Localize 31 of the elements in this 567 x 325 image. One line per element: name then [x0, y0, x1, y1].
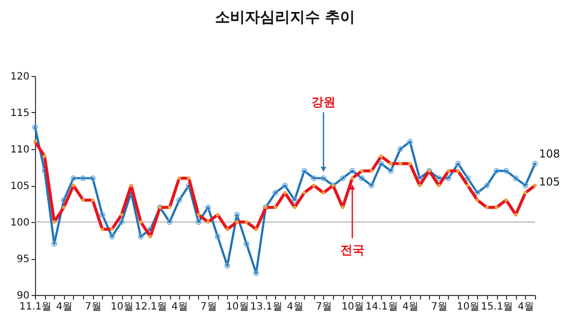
x-tick-label: 15.1월 — [480, 302, 514, 312]
y-tick-label: 95 — [16, 254, 30, 265]
y-tick-label: 120 — [10, 72, 30, 82]
x-tick-label: 10월 — [456, 302, 480, 312]
x-tick-label: 10월 — [110, 302, 134, 312]
x-tick-label: 10월 — [226, 302, 249, 312]
line-series — [33, 140, 537, 238]
text: 강원 — [311, 95, 336, 110]
y-tick-label: 90 — [16, 290, 30, 302]
data-label: 105 — [539, 176, 560, 188]
x-tick-label: 7월 — [85, 302, 102, 312]
x-tick-label: 4월 — [172, 302, 188, 312]
x-tick-label: 11.1월 — [19, 302, 52, 312]
y-tick-label: 110 — [10, 144, 30, 156]
text: 전국 — [340, 243, 364, 258]
y-tick-label: 115 — [10, 108, 30, 119]
x-tick-label: 10월 — [341, 302, 364, 312]
x-tick-label: 7월 — [316, 302, 332, 312]
x-tick-label: 7월 — [431, 302, 448, 312]
x-tick-label: 4월 — [56, 302, 73, 312]
y-tick-label: 105 — [10, 181, 30, 192]
x-tick-label: 13.1월 — [250, 302, 282, 312]
x-tick-label: 14.1월 — [366, 302, 398, 312]
x-tick-label: 12.1월 — [134, 302, 168, 312]
y-tick-label: 100 — [10, 218, 30, 228]
x-tick-label: 4월 — [286, 302, 304, 312]
chart-title: 소비자심리지수 추이 — [214, 8, 356, 26]
x-tick-label: 4월 — [402, 302, 419, 312]
x-tick-label: 4월 — [518, 302, 534, 312]
data-label: 108 — [539, 148, 560, 161]
x-tick-label: 7월 — [200, 302, 217, 312]
